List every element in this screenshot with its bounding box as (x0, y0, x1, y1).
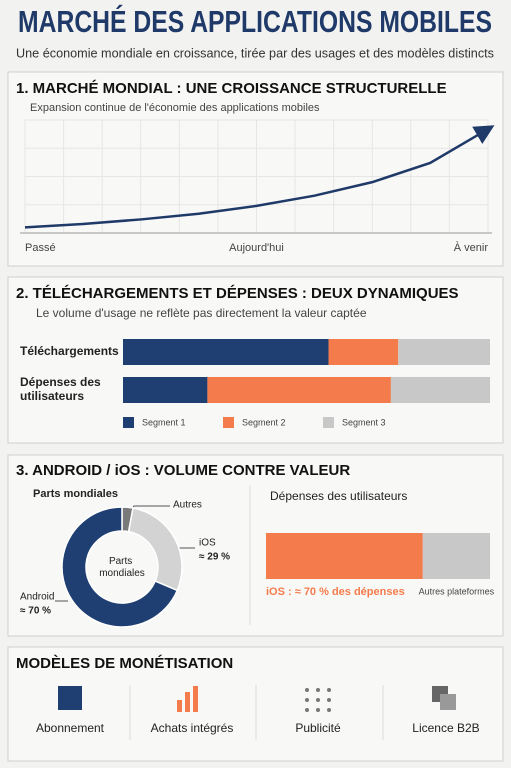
item-label: Achats intégrés (151, 721, 234, 735)
x-tick-label: Aujourd'hui (229, 242, 284, 254)
section-title: 3. ANDROID / iOS : VOLUME CONTRE VALEUR (16, 462, 350, 479)
bar-segment (398, 339, 490, 365)
section-title: 1. MARCHÉ MONDIAL : UNE CROISSANCE STRUC… (16, 80, 447, 97)
y-tick-label: Dépenses des utilisateurs (20, 375, 104, 403)
legend-swatch (223, 417, 234, 428)
section-subtitle: Le volume d'usage ne reflète pas directe… (36, 306, 367, 320)
bar-segment (390, 377, 490, 403)
chart-title: Dépenses des utilisateurs (270, 489, 407, 503)
x-tick-label: Passé (25, 242, 56, 254)
segment-label: Autres plateformes (419, 586, 495, 596)
item-label: Publicité (295, 721, 341, 735)
bar-segment (266, 533, 423, 579)
x-tick-label: À venir (454, 241, 489, 254)
dividers (129, 685, 384, 740)
legend-label: Segment 1 (142, 417, 186, 427)
value-label: ≈ 29 % (199, 552, 230, 563)
section-title: MODÈLES DE MONÉTISATION (16, 655, 233, 672)
slice-label: Autres (173, 500, 202, 511)
y-tick-label: Téléchargements (20, 344, 119, 358)
slice-label: iOS (199, 538, 216, 549)
title: MARCHÉ DES APPLICATIONS MOBILES (18, 4, 492, 39)
legend-swatch (323, 417, 334, 428)
bar-segment (422, 533, 490, 579)
item-label: Licence B2B (412, 721, 479, 735)
center-label: Parts mondiales (99, 556, 145, 579)
legend-label: Segment 2 (242, 417, 286, 427)
value-label: ≈ 70 % (20, 606, 51, 617)
subtitle: Une économie mondiale en croissance, tir… (16, 45, 494, 60)
item-label: Abonnement (36, 721, 105, 735)
chart-title: Parts mondiales (33, 488, 118, 500)
pie-slice (61, 506, 179, 628)
segment-label: iOS : ≈ 70 % des dépenses (266, 586, 405, 598)
bar-segment (123, 339, 329, 365)
section-subtitle: Expansion continue de l'économie des app… (30, 102, 320, 114)
section-title: 2. TÉLÉCHARGEMENTS ET DÉPENSES : DEUX DY… (16, 285, 459, 302)
bar-segment (328, 339, 399, 365)
legend-label: Segment 3 (342, 417, 386, 427)
legend-swatch (123, 417, 134, 428)
slice-label: Android (20, 592, 54, 603)
icons (58, 686, 456, 712)
line (24, 125, 495, 229)
bar-segment (207, 377, 391, 403)
bar-segment (123, 377, 208, 403)
